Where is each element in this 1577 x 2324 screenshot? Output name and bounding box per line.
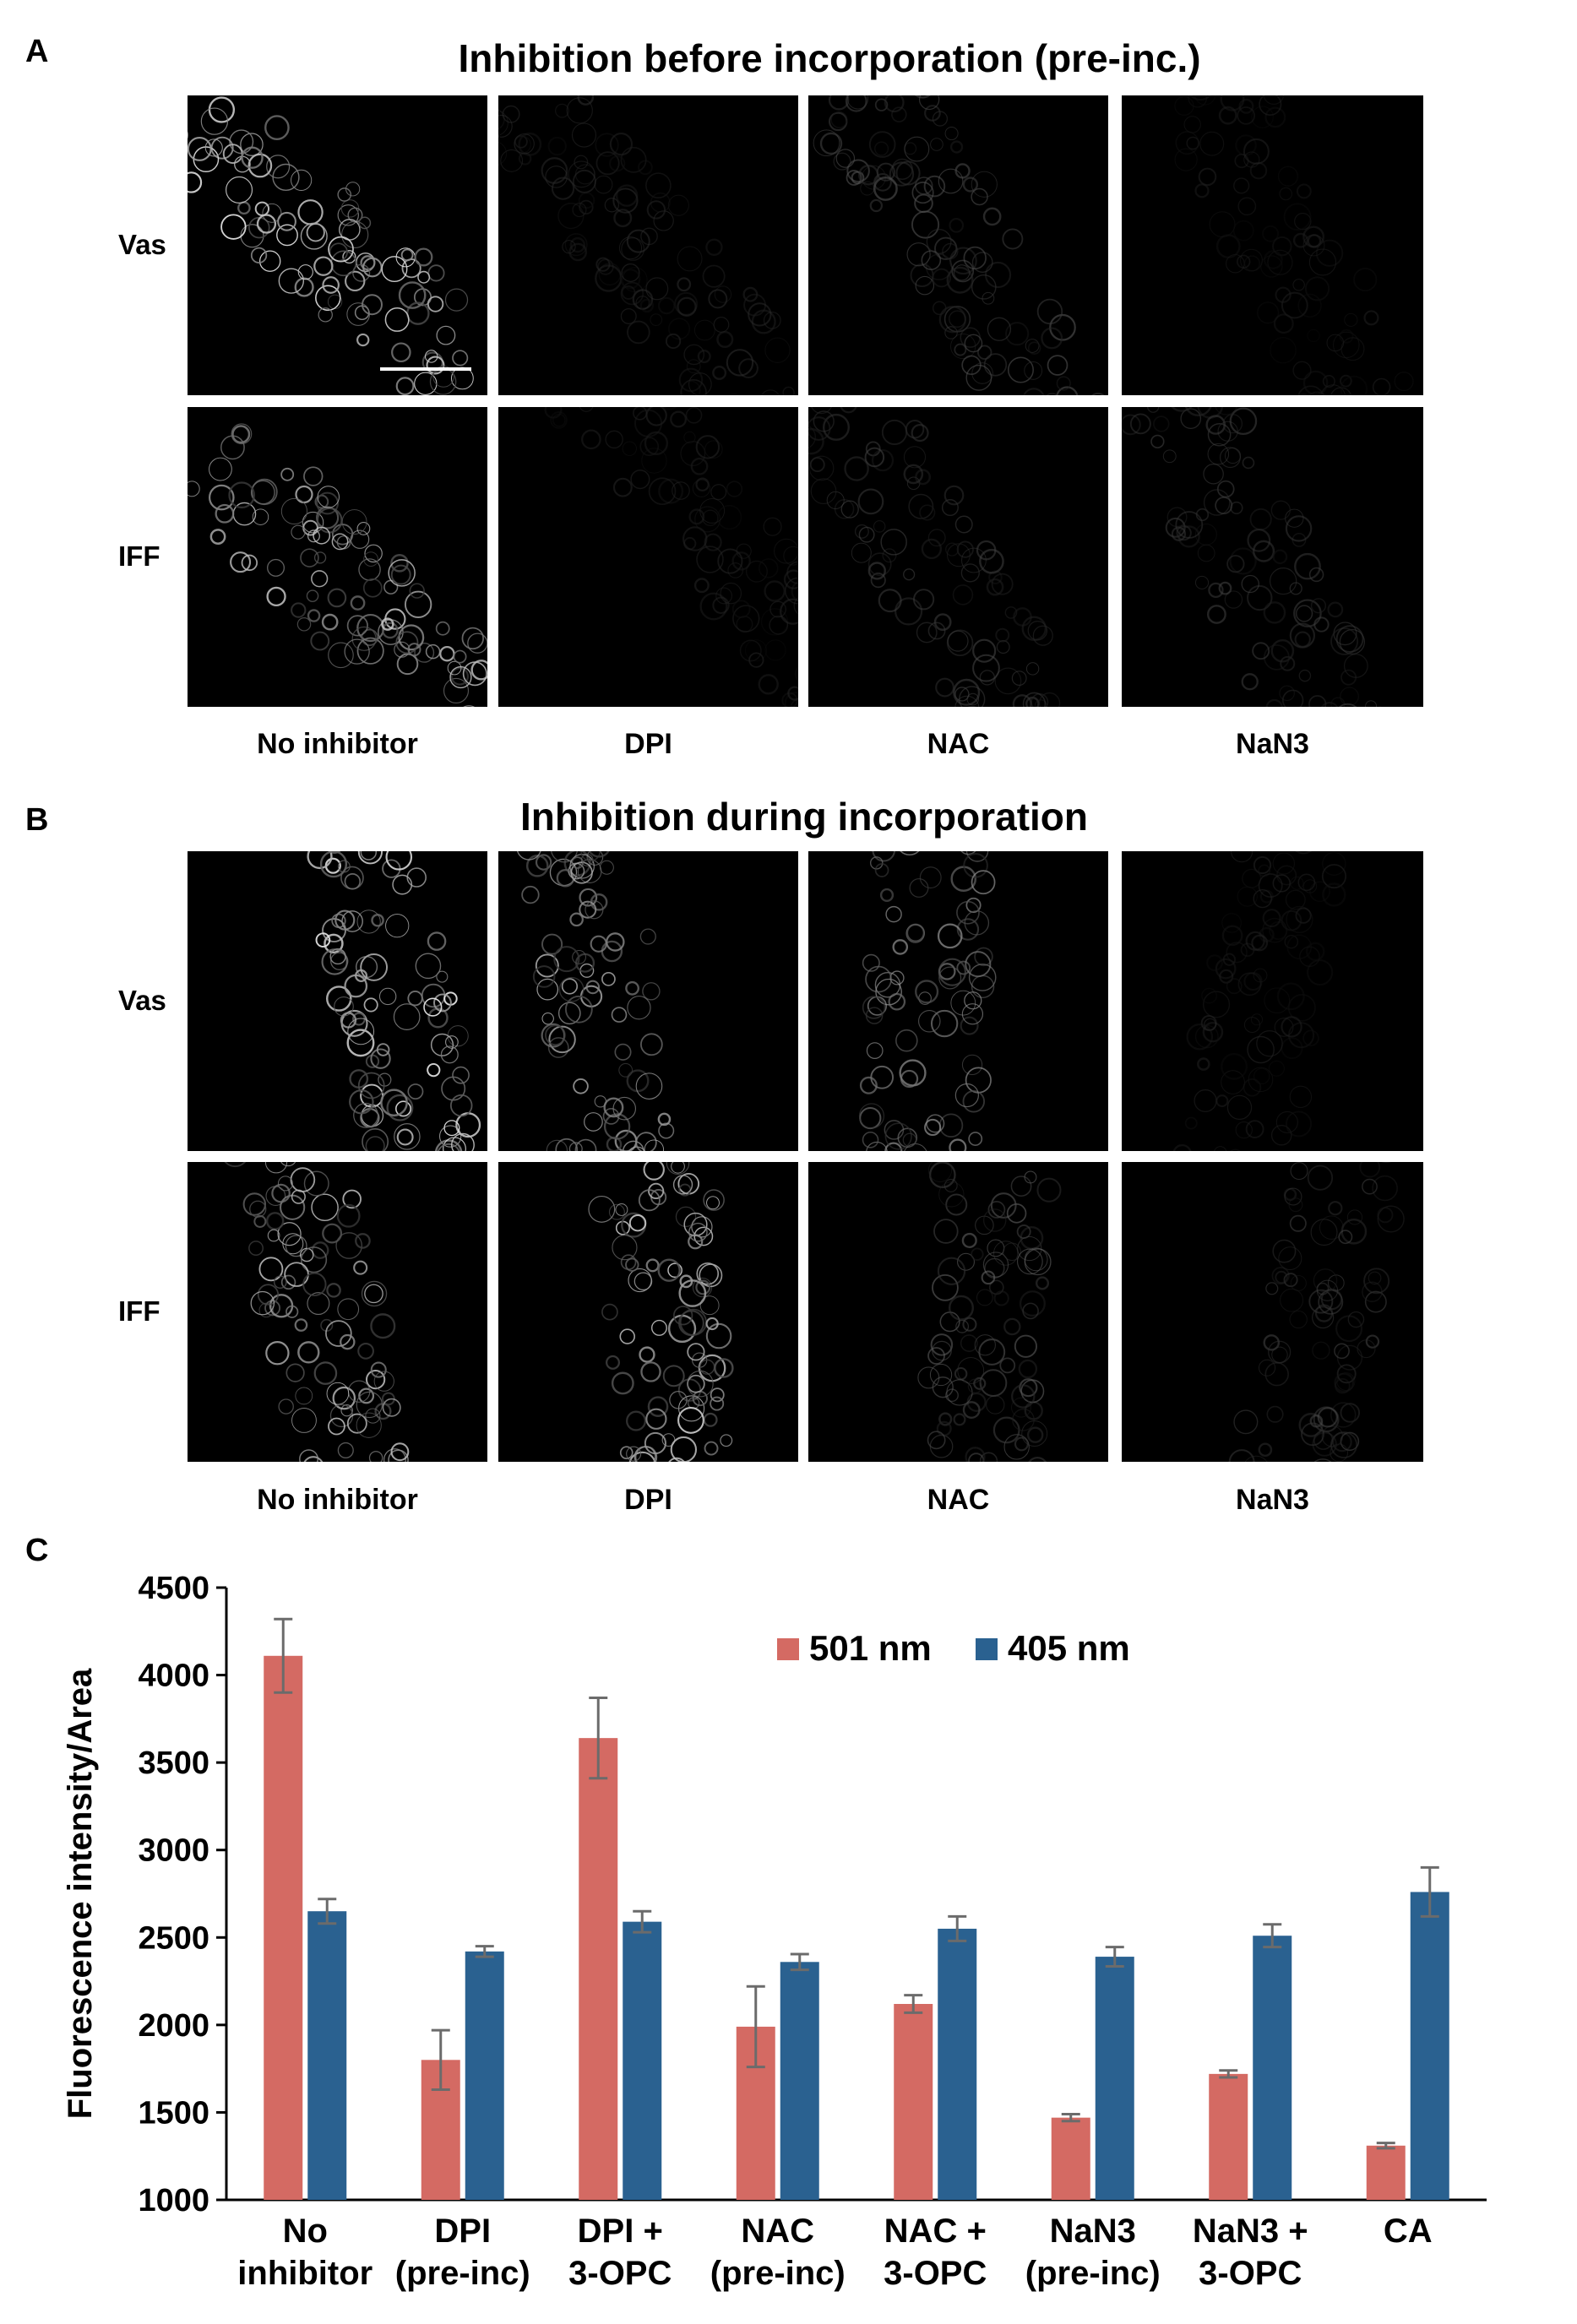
- micrograph-iff-no-inhibitor: [188, 1162, 487, 1462]
- y-tick-label: 1500: [138, 2095, 209, 2131]
- panel-a-title: Inhibition before incorporation (pre-inc…: [458, 36, 1201, 80]
- row-label-vas: Vas: [118, 985, 166, 1016]
- panel-b-letter: B: [25, 802, 49, 838]
- column-label-dpi: DPI: [624, 728, 672, 760]
- x-tick-label: (pre-inc): [710, 2255, 846, 2292]
- x-tick-label: NAC +: [884, 2213, 987, 2250]
- bar-405-nm-1: [465, 1951, 504, 2200]
- x-tick-label: (pre-inc): [1025, 2255, 1161, 2292]
- x-tick-label: NaN3 +: [1193, 2213, 1308, 2250]
- x-tick-label: 3-OPC: [884, 2255, 987, 2292]
- bar-405-nm-5: [1095, 1957, 1134, 2200]
- x-tick-label: (pre-inc): [395, 2255, 530, 2292]
- column-label-nan3: NaN3: [1236, 728, 1309, 760]
- y-tick-label: 4000: [138, 1659, 209, 1694]
- legend-label-405-nm: 405 nm: [1008, 1628, 1130, 1668]
- x-tick-label: No: [283, 2213, 328, 2250]
- micrograph-vas-nan3: [1122, 851, 1423, 1151]
- bar-405-nm-7: [1410, 1892, 1449, 2200]
- bar-405-nm-0: [307, 1911, 347, 2200]
- bar-501-nm-6: [1209, 2073, 1248, 2200]
- panel-a-letter: A: [25, 34, 49, 69]
- column-label-no-inhibitor: No inhibitor: [257, 1484, 418, 1516]
- bar-501-nm-5: [1051, 2117, 1090, 2200]
- bar-chart: 1000 1500 2000 2500 3000 3500 4000 4500 Fluoresc…: [62, 1571, 1487, 2292]
- x-tick-label: DPI +: [578, 2213, 663, 2250]
- y-axis-title: Fluorescence intensity/Area: [62, 1668, 99, 2119]
- y-tick-label: 3500: [138, 1746, 209, 1781]
- micrograph-iff-dpi: [498, 407, 798, 707]
- micrograph-iff-nan3: [1122, 1162, 1423, 1462]
- y-tick-label: 2500: [138, 1920, 209, 1956]
- panel-c-letter: C: [25, 1533, 49, 1568]
- legend-swatch-405-nm: [976, 1638, 998, 1660]
- bar-405-nm-4: [938, 1928, 977, 2200]
- micrograph-iff-nac: [808, 407, 1108, 707]
- panel-b-title: Inhibition during incorporation: [519, 795, 1089, 839]
- x-tick-label: inhibitor: [237, 2255, 372, 2292]
- x-tick-label: NaN3: [1050, 2213, 1136, 2250]
- y-tick-label: 1000: [138, 2183, 209, 2218]
- bar-405-nm-3: [780, 1962, 819, 2200]
- legend-swatch-501-nm: [777, 1638, 799, 1660]
- column-label-nac: NAC: [927, 728, 990, 760]
- micrograph-iff-dpi: [498, 1162, 798, 1462]
- scale-bar: [380, 367, 471, 371]
- x-tick-label: 3-OPC: [568, 2255, 672, 2292]
- column-label-nan3: NaN3: [1236, 1484, 1309, 1516]
- y-tick-label: 4500: [138, 1571, 209, 1606]
- bar-501-nm-4: [894, 2004, 933, 2200]
- micrograph-vas-no-inhibitor: [188, 851, 487, 1151]
- column-label-nac: NAC: [927, 1484, 990, 1516]
- micrograph-vas-no-inhibitor: [188, 95, 487, 395]
- y-tick-label: 3000: [138, 1833, 209, 1869]
- bar-501-nm-2: [579, 1738, 618, 2200]
- x-tick-label: NAC: [741, 2213, 814, 2250]
- row-label-vas: Vas: [118, 229, 166, 260]
- bar-501-nm-0: [264, 1655, 303, 2200]
- micrograph-vas-dpi: [498, 95, 798, 395]
- y-tick-label: 2000: [138, 2008, 209, 2044]
- x-tick-label: CA: [1384, 2213, 1433, 2250]
- micrograph-vas-nac: [808, 95, 1108, 395]
- column-label-dpi: DPI: [624, 1484, 672, 1516]
- x-tick-label: DPI: [434, 2213, 491, 2250]
- micrograph-iff-no-inhibitor: [188, 407, 487, 707]
- row-label-iff: IFF: [118, 1295, 160, 1327]
- micrograph-vas-nan3: [1122, 95, 1423, 395]
- x-tick-label: 3-OPC: [1199, 2255, 1302, 2292]
- bar-501-nm-7: [1366, 2145, 1406, 2200]
- bar-405-nm-2: [623, 1921, 662, 2200]
- legend-label-501-nm: 501 nm: [809, 1628, 932, 1668]
- row-label-iff: IFF: [118, 540, 160, 572]
- bar-405-nm-6: [1253, 1936, 1292, 2200]
- column-label-no-inhibitor: No inhibitor: [257, 728, 418, 760]
- micrograph-vas-nac: [808, 851, 1108, 1151]
- micrograph-vas-dpi: [498, 851, 798, 1151]
- micrograph-iff-nan3: [1122, 407, 1423, 707]
- micrograph-iff-nac: [808, 1162, 1108, 1462]
